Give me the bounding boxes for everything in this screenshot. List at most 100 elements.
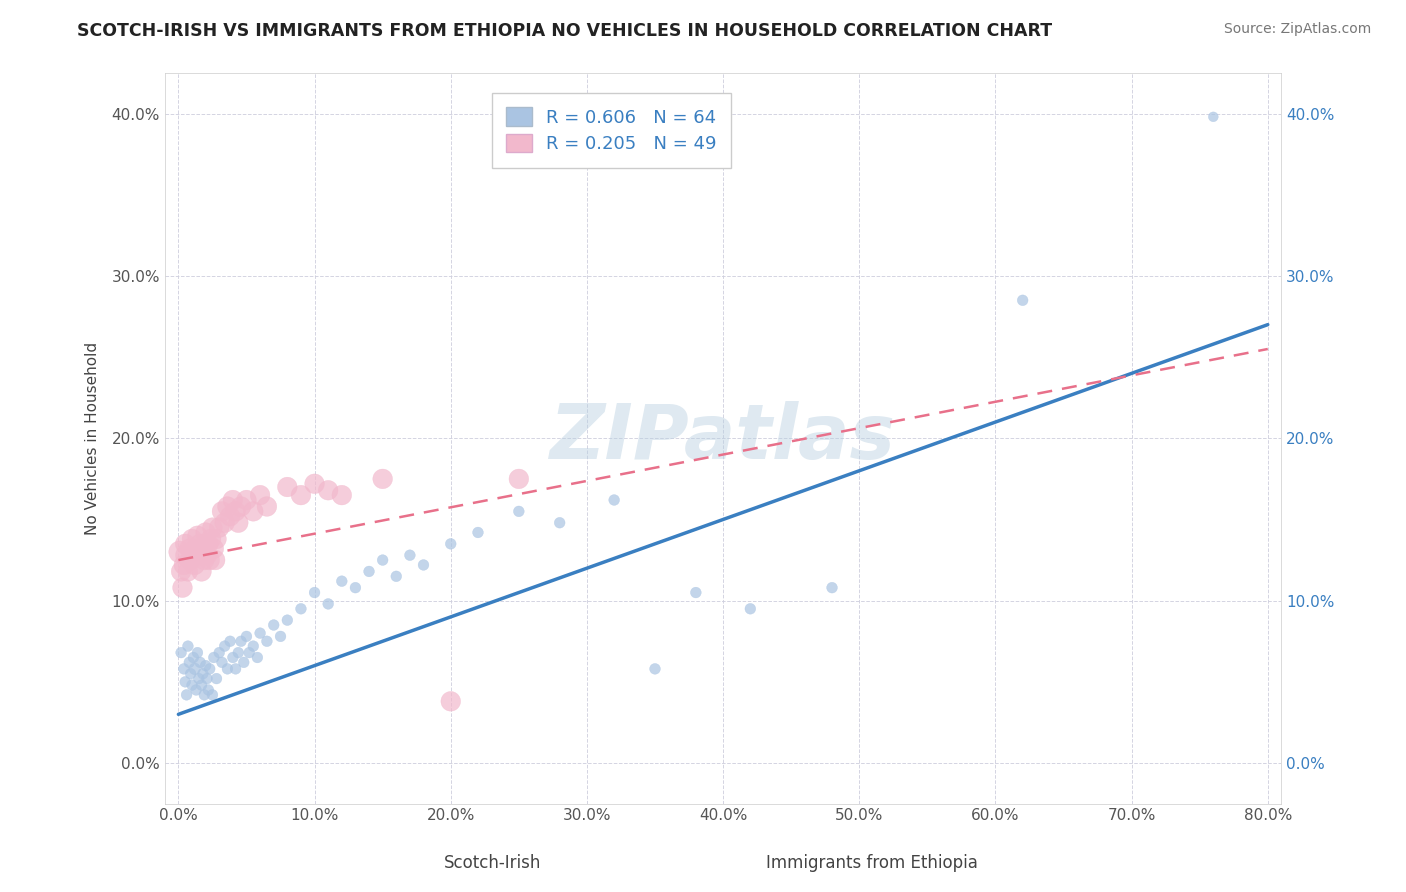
Point <box>176 688 198 702</box>
Point <box>195 672 218 686</box>
Point <box>174 674 197 689</box>
Point <box>187 548 209 562</box>
Point <box>197 537 219 551</box>
Point <box>290 601 312 615</box>
Point <box>316 597 339 611</box>
Point <box>440 694 463 708</box>
Point <box>222 493 245 508</box>
Text: Scotch-Irish: Scotch-Irish <box>443 855 541 872</box>
Point <box>191 541 214 556</box>
Point <box>304 585 326 599</box>
Point <box>174 537 197 551</box>
Point <box>183 558 205 572</box>
Point <box>170 565 193 579</box>
Point <box>467 525 489 540</box>
Point <box>214 639 236 653</box>
Point <box>399 548 422 562</box>
Point <box>181 678 204 692</box>
Point <box>225 662 247 676</box>
Point <box>246 650 269 665</box>
Point <box>193 688 215 702</box>
Point <box>194 658 217 673</box>
Point <box>508 472 530 486</box>
Point <box>198 662 221 676</box>
Point <box>202 650 225 665</box>
Point <box>184 683 207 698</box>
Point <box>304 476 326 491</box>
Point <box>316 483 339 498</box>
Point <box>208 646 231 660</box>
Point <box>685 585 707 599</box>
Point <box>371 472 394 486</box>
Point <box>644 662 666 676</box>
Point <box>180 553 202 567</box>
Point <box>276 480 298 494</box>
Point <box>200 532 222 546</box>
Point <box>172 581 194 595</box>
Point <box>440 537 463 551</box>
Point <box>176 548 198 562</box>
Point <box>202 541 225 556</box>
Point <box>201 520 224 534</box>
Point <box>276 613 298 627</box>
Point <box>249 626 271 640</box>
Point <box>188 537 211 551</box>
Point <box>270 629 292 643</box>
Point <box>190 565 212 579</box>
Point <box>179 656 201 670</box>
Point <box>177 565 200 579</box>
Point <box>217 662 239 676</box>
Legend: R = 0.606   N = 64, R = 0.205   N = 49: R = 0.606 N = 64, R = 0.205 N = 49 <box>492 93 731 168</box>
Point <box>188 656 211 670</box>
Point <box>371 553 394 567</box>
Point <box>208 520 231 534</box>
Point <box>190 678 212 692</box>
Point <box>173 662 195 676</box>
Point <box>180 666 202 681</box>
Point <box>256 500 278 514</box>
Point <box>193 553 215 567</box>
Point <box>263 618 285 632</box>
Point <box>232 656 254 670</box>
Point <box>242 639 264 653</box>
Point <box>330 574 353 589</box>
Point <box>205 672 228 686</box>
Point <box>177 639 200 653</box>
Point <box>217 500 239 514</box>
Point <box>290 488 312 502</box>
Point <box>201 688 224 702</box>
Point <box>242 504 264 518</box>
Point <box>1202 110 1225 124</box>
Point <box>187 672 209 686</box>
Point <box>198 553 221 567</box>
Point <box>225 504 247 518</box>
Point <box>170 646 193 660</box>
Point <box>256 634 278 648</box>
Point <box>186 529 208 543</box>
Point <box>194 525 217 540</box>
Text: Immigrants from Ethiopia: Immigrants from Ethiopia <box>766 855 977 872</box>
Point <box>330 488 353 502</box>
Point <box>183 548 205 562</box>
Point <box>219 634 242 648</box>
Point <box>229 634 252 648</box>
Point <box>344 581 367 595</box>
Point <box>249 488 271 502</box>
Text: SCOTCH-IRISH VS IMMIGRANTS FROM ETHIOPIA NO VEHICLES IN HOUSEHOLD CORRELATION CH: SCOTCH-IRISH VS IMMIGRANTS FROM ETHIOPIA… <box>77 22 1053 40</box>
Point <box>183 662 205 676</box>
Point <box>214 516 236 530</box>
Point <box>197 683 219 698</box>
Point <box>235 629 257 643</box>
Point <box>211 504 233 518</box>
Point <box>205 532 228 546</box>
Point <box>412 558 434 572</box>
Point <box>229 500 252 514</box>
Point <box>821 581 844 595</box>
Point <box>181 532 204 546</box>
Point <box>195 548 218 562</box>
Point <box>186 646 208 660</box>
Point <box>219 509 242 524</box>
Point <box>184 541 207 556</box>
Point <box>226 516 249 530</box>
Point <box>385 569 408 583</box>
